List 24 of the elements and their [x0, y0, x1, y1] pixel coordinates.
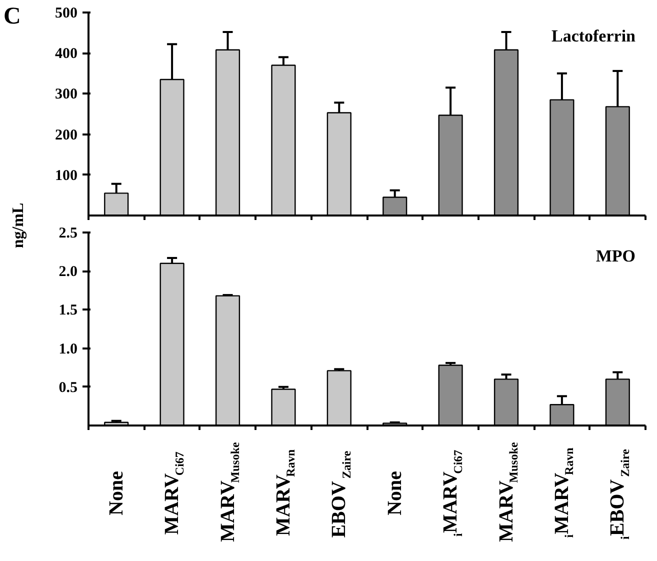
y-tick-label: 500 [55, 6, 78, 22]
x-tick-label: MARVCi67 [161, 452, 186, 535]
y-tick-label: 1.0 [58, 341, 78, 358]
y-tick-label: 1.5 [58, 302, 78, 319]
x-tick-label: iEBOVZaire [606, 448, 632, 540]
x-tick-label: MARVMusoke [216, 441, 242, 542]
text: Lactoferrin [551, 26, 636, 46]
y-tick-label: 2.0 [58, 264, 78, 280]
x-tick-label: MARVRavn [272, 449, 298, 536]
x-tick-label: MARVMusoke [495, 441, 520, 542]
x-tick-label: None [105, 470, 128, 516]
text: C [4, 4, 21, 30]
y-tick-label: 400 [55, 46, 78, 62]
y-tick-label: 100 [55, 168, 78, 184]
x-tick-label: None [384, 470, 406, 516]
y-tick-label: 2.5 [58, 226, 78, 242]
y-axis-title: ng/mL [10, 202, 27, 248]
text: MPO [596, 246, 636, 266]
y-tick-label: 200 [55, 127, 78, 144]
y-tick-label: 0.5 [58, 380, 78, 396]
x-tick-label: EBOVZaire [328, 450, 354, 538]
x-tick-label: iMARVRavn [550, 447, 576, 538]
y-tick-label: 300 [55, 86, 78, 103]
x-tick-label: iMARVCi67 [440, 450, 465, 537]
